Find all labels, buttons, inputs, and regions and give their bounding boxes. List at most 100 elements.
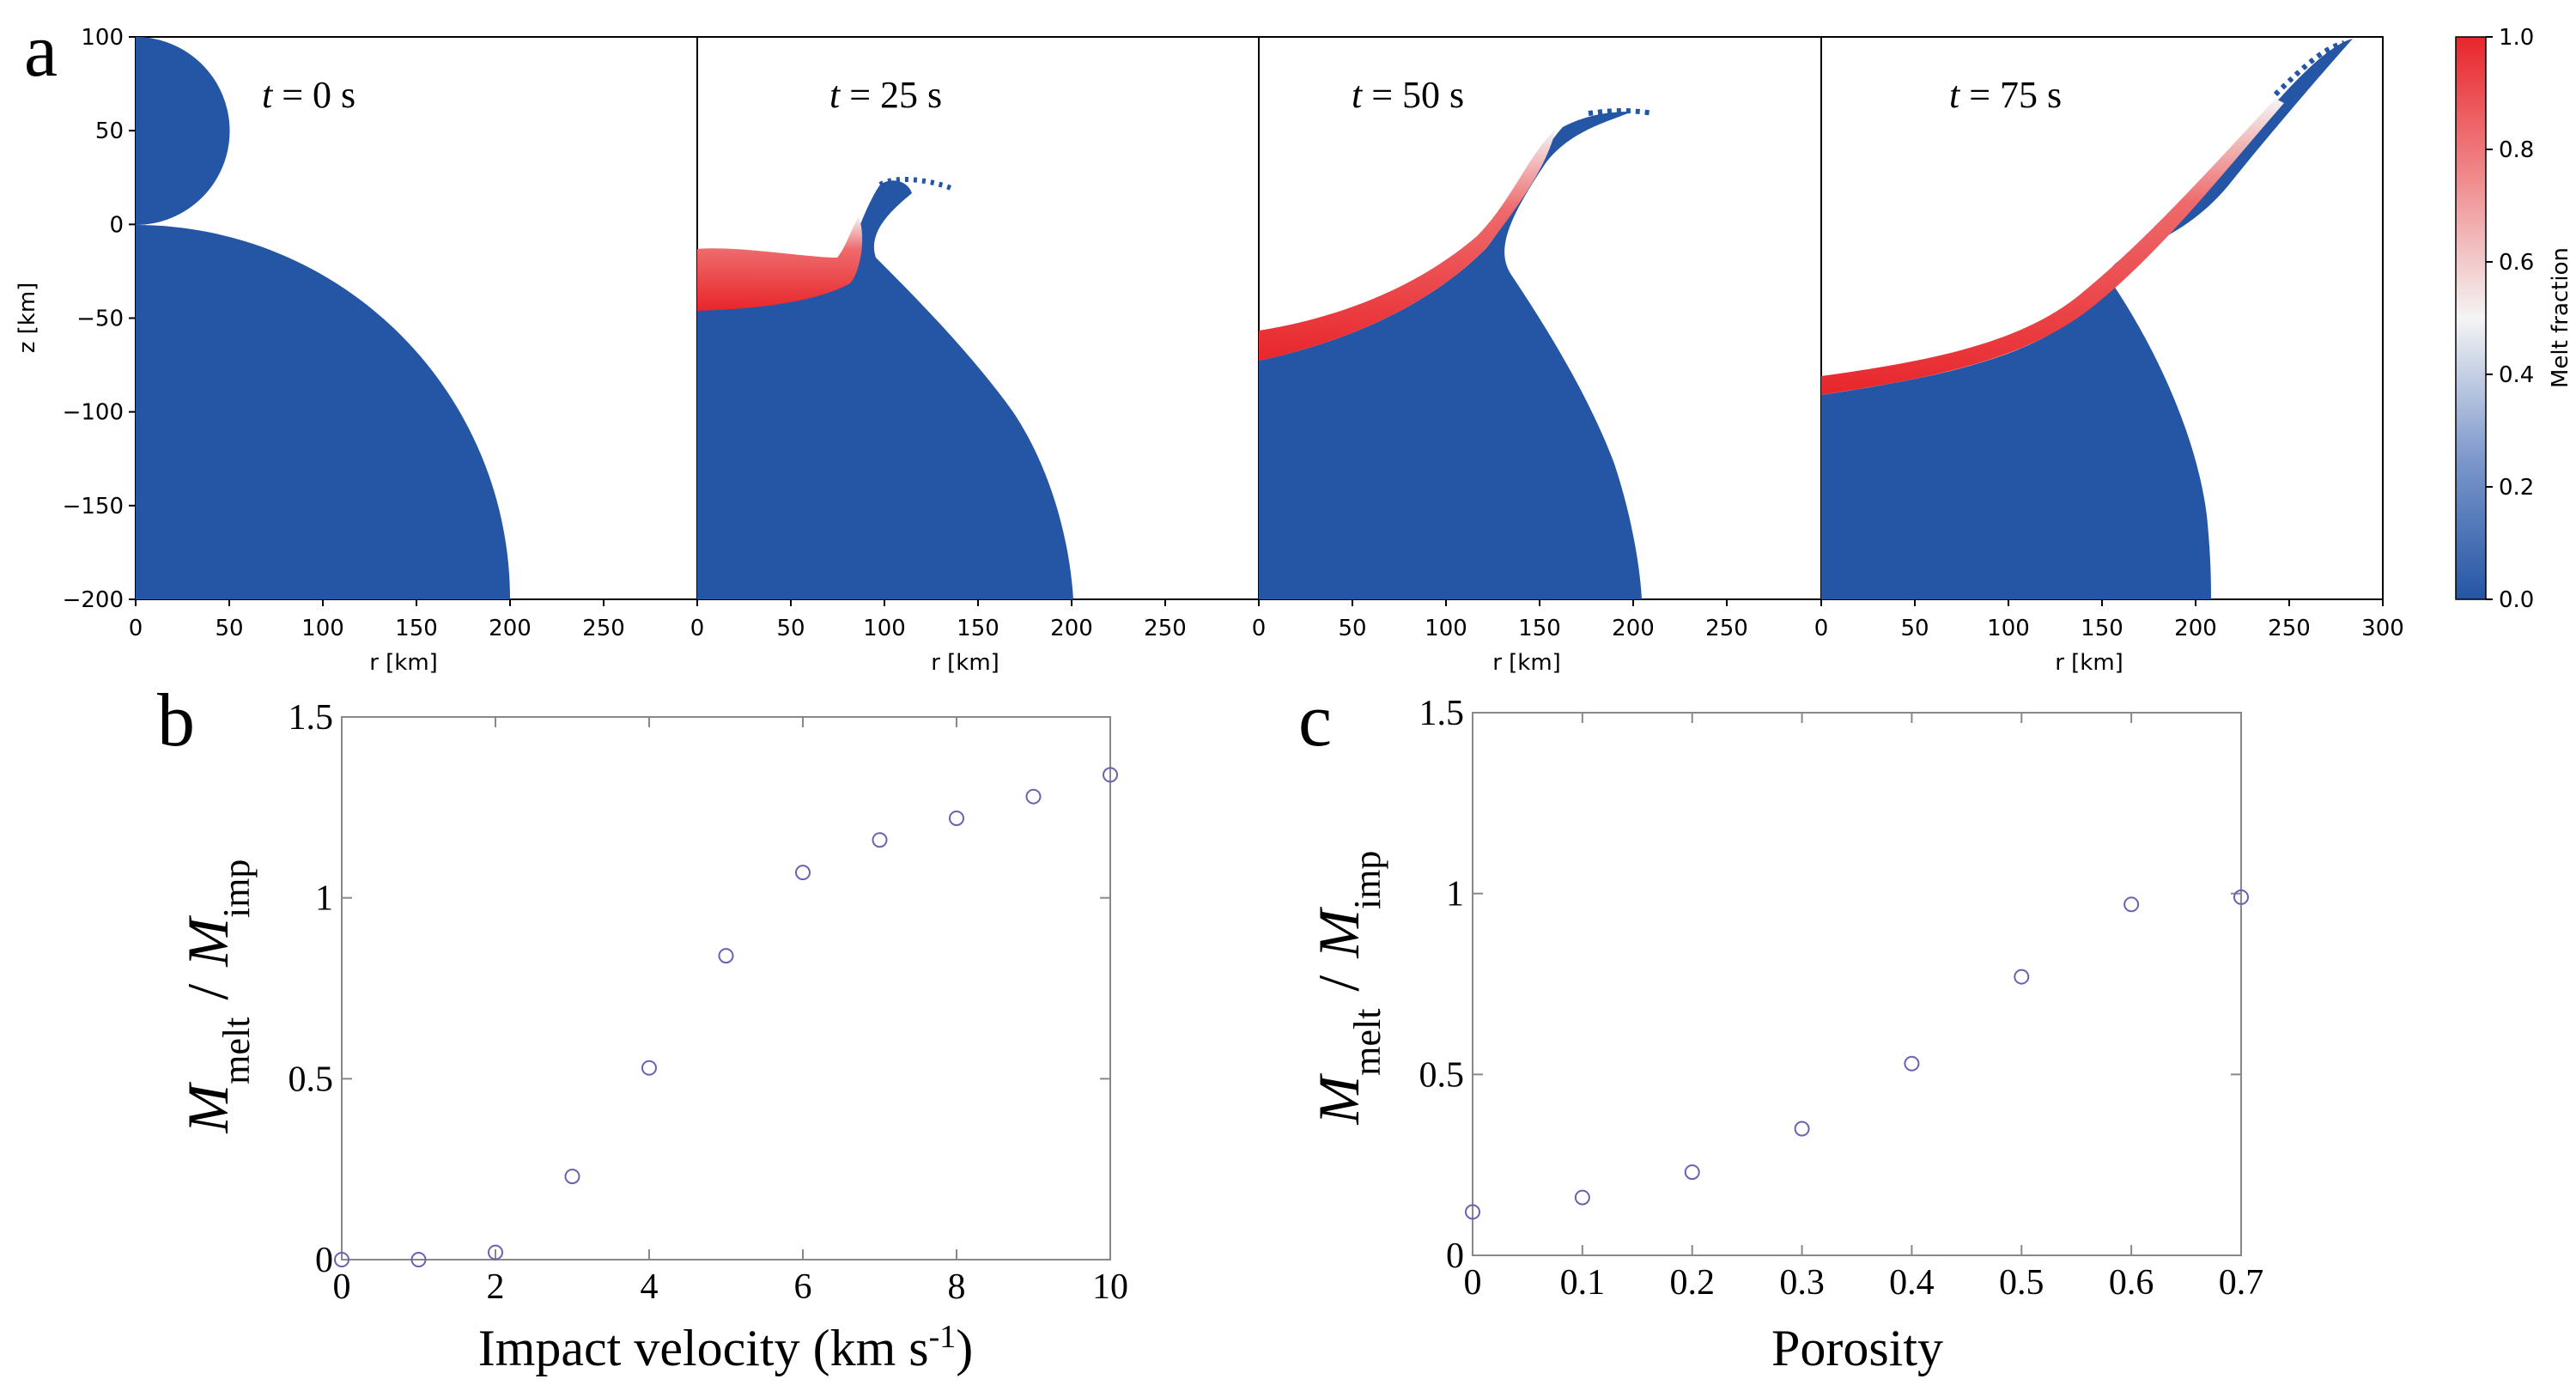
panel-b-y-tick-label: 0.5 [289, 1060, 334, 1099]
panel-c-y-label: Mmelt/Mimp [1306, 851, 1388, 1126]
panel-a-x-tick-label: 150 [957, 616, 999, 641]
snapshot-label-3: t = 75 s [1949, 74, 2062, 116]
panel-a-x-tick-label: 150 [395, 616, 438, 641]
panel-a-y-tick-label: −150 [63, 494, 124, 519]
panel-a-y-tick-label: −100 [63, 400, 124, 426]
panel-a-x-tick-label: 0 [1814, 616, 1829, 641]
panel-a-x-tick-label: 50 [776, 616, 805, 641]
panel-a-x-tick-label: 150 [1518, 616, 1561, 641]
panel-a-x-label: r [km] [369, 650, 438, 676]
panel-b-point [949, 810, 964, 826]
panel-c-x-tick-label: 0.7 [2219, 1263, 2264, 1303]
snapshot-3-material [1821, 39, 2353, 599]
snapshot-2-material [1259, 108, 1654, 599]
panel-a-x-tick-label: 250 [2268, 616, 2311, 641]
snapshot-label-1: t = 25 s [829, 74, 942, 116]
panel-b-point [718, 948, 734, 964]
panel-a-x-tick-label: 0 [690, 616, 705, 641]
panel-letter-a: a [24, 9, 58, 93]
snapshot-0-material [136, 37, 510, 599]
panel-b-point [334, 1252, 349, 1267]
panel-c-y-tick-label: 1 [1446, 875, 1464, 914]
melt-zone-2 [1259, 129, 1556, 361]
panel-letter-b: b [157, 679, 195, 762]
colorbar: 1.0 0.8 0.6 0.4 0.2 0.0 Melt fraction [2455, 25, 2573, 613]
snapshot-label-0: t = 0 s [262, 74, 355, 116]
panel-b-point [872, 832, 888, 848]
panel-a-x-tick-label: 200 [1050, 616, 1093, 641]
panel-a-x-tick-label: 250 [1705, 616, 1748, 641]
panel-a-x-tick-label: 150 [2081, 616, 2123, 641]
colorbar-tick-label: 1.0 [2499, 25, 2534, 51]
panel-b-x-tick-label: 2 [487, 1267, 505, 1307]
deformed-target-1 [697, 180, 1073, 600]
panel-c-y-tick-label: 1.5 [1419, 694, 1465, 733]
panel-b-y-tick-label: 0 [315, 1241, 333, 1280]
melt-zone-1 [697, 216, 863, 311]
panel-b-axes: 0 2 4 6 8 10 0 0.5 1 1.5 [289, 698, 1129, 1307]
panel-b-point [641, 1060, 657, 1076]
panel-a-x-tick-label: 250 [1144, 616, 1187, 641]
panel-c-point [1684, 1164, 1700, 1181]
panel-b-point [410, 1252, 427, 1267]
panel-c-point [2123, 896, 2140, 913]
snapshot-1-material [697, 176, 1073, 600]
panel-c-point [2014, 969, 2030, 985]
panel-b: b 0 2 4 6 8 10 0 0.5 1 1.5 Impact velocity (km s-… [157, 679, 1128, 1376]
panel-a-x-tick-label: 100 [1987, 616, 2030, 641]
panel-b-y-tick-label: 1 [315, 879, 333, 919]
panel-a-x-label: r [km] [931, 650, 999, 676]
panel-a-y-tick-label: −50 [76, 307, 124, 332]
colorbar-label: Melt fraction [2548, 247, 2573, 388]
panel-b-point [1025, 788, 1042, 805]
panel-a-y-tick-label: 0 [109, 212, 124, 238]
panel-a-y-axis: 100 50 0 −50 −100 −150 −200 [63, 25, 136, 613]
panel-a-x-tick-label: 300 [2361, 616, 2404, 641]
panel-c-x-tick-label: 0 [1464, 1263, 1482, 1303]
panel-c-point [1904, 1055, 1920, 1072]
panel-c-y-tick-label: 0.5 [1419, 1055, 1465, 1095]
colorbar-tick-label: 0.2 [2499, 475, 2534, 501]
panel-c-x-tick-label: 0.1 [1560, 1263, 1606, 1303]
panel-a-y-tick-label: 50 [95, 118, 124, 144]
panel-c-x-tick-label: 0.6 [2109, 1263, 2154, 1303]
panel-b-x-label: Impact velocity (km s-1) [478, 1319, 974, 1376]
snapshot-label-2: t = 50 s [1352, 74, 1464, 116]
colorbar-tick-label: 0.8 [2499, 137, 2534, 163]
panel-b-point [564, 1169, 580, 1185]
panel-b-point [488, 1244, 503, 1260]
panel-a-y-tick-label: −200 [63, 587, 124, 613]
deformed-target-3 [1821, 39, 2353, 599]
panel-letter-c: c [1298, 679, 1332, 762]
impactor-body [136, 37, 230, 225]
panel-a-x-tick-label: 100 [1425, 616, 1467, 641]
panel-a-x-tick-label: 200 [1612, 616, 1655, 641]
panel-b-y-label: Mmelt/Mimp [175, 860, 258, 1134]
panel-a-x-axes: 0 50 100 150 200 250 r [km] 0 50 100 150 200 250 r [k… [129, 599, 2404, 676]
panel-c-axes: 0 0.1 0.2 0.3 0.4 0.5 0.6 0.7 0 0.5 1 1.5 [1419, 694, 2264, 1303]
panel-b-point [795, 865, 811, 881]
panel-a-y-tick-label: 100 [81, 25, 124, 51]
panel-c: c 0 0.1 0.2 0.3 0.4 0.5 0.6 0.7 0 0.5 1 1.5 Porosit… [1298, 679, 2263, 1376]
panel-c-point [1794, 1121, 1810, 1137]
target-body [136, 225, 510, 599]
colorbar-ticks: 1.0 0.8 0.6 0.4 0.2 0.0 [2486, 25, 2534, 613]
panel-c-point [1574, 1189, 1590, 1206]
panel-b-points [334, 767, 1118, 1267]
panel-a-x-tick-label: 200 [2174, 616, 2217, 641]
panel-a-x-tick-label: 50 [215, 616, 243, 641]
panel-b-point [1103, 767, 1118, 783]
panel-a-x-tick-label: 100 [863, 616, 906, 641]
panel-a-x-label: r [km] [2055, 650, 2123, 676]
panel-b-y-tick-label: 1.5 [289, 698, 334, 738]
panel-c-x-tick-label: 0.3 [1779, 1263, 1825, 1303]
panel-c-point [1465, 1204, 1480, 1220]
panel-a-x-tick-label: 100 [301, 616, 344, 641]
panel-a-y-label: z [km] [15, 282, 40, 354]
panel-c-x-label: Porosity [1771, 1320, 1943, 1376]
panel-c-points [1465, 889, 2249, 1220]
panel-c-y-tick-label: 0 [1446, 1236, 1464, 1276]
colorbar-gradient-icon [2455, 36, 2487, 600]
panel-a-x-tick-label: 50 [1338, 616, 1366, 641]
